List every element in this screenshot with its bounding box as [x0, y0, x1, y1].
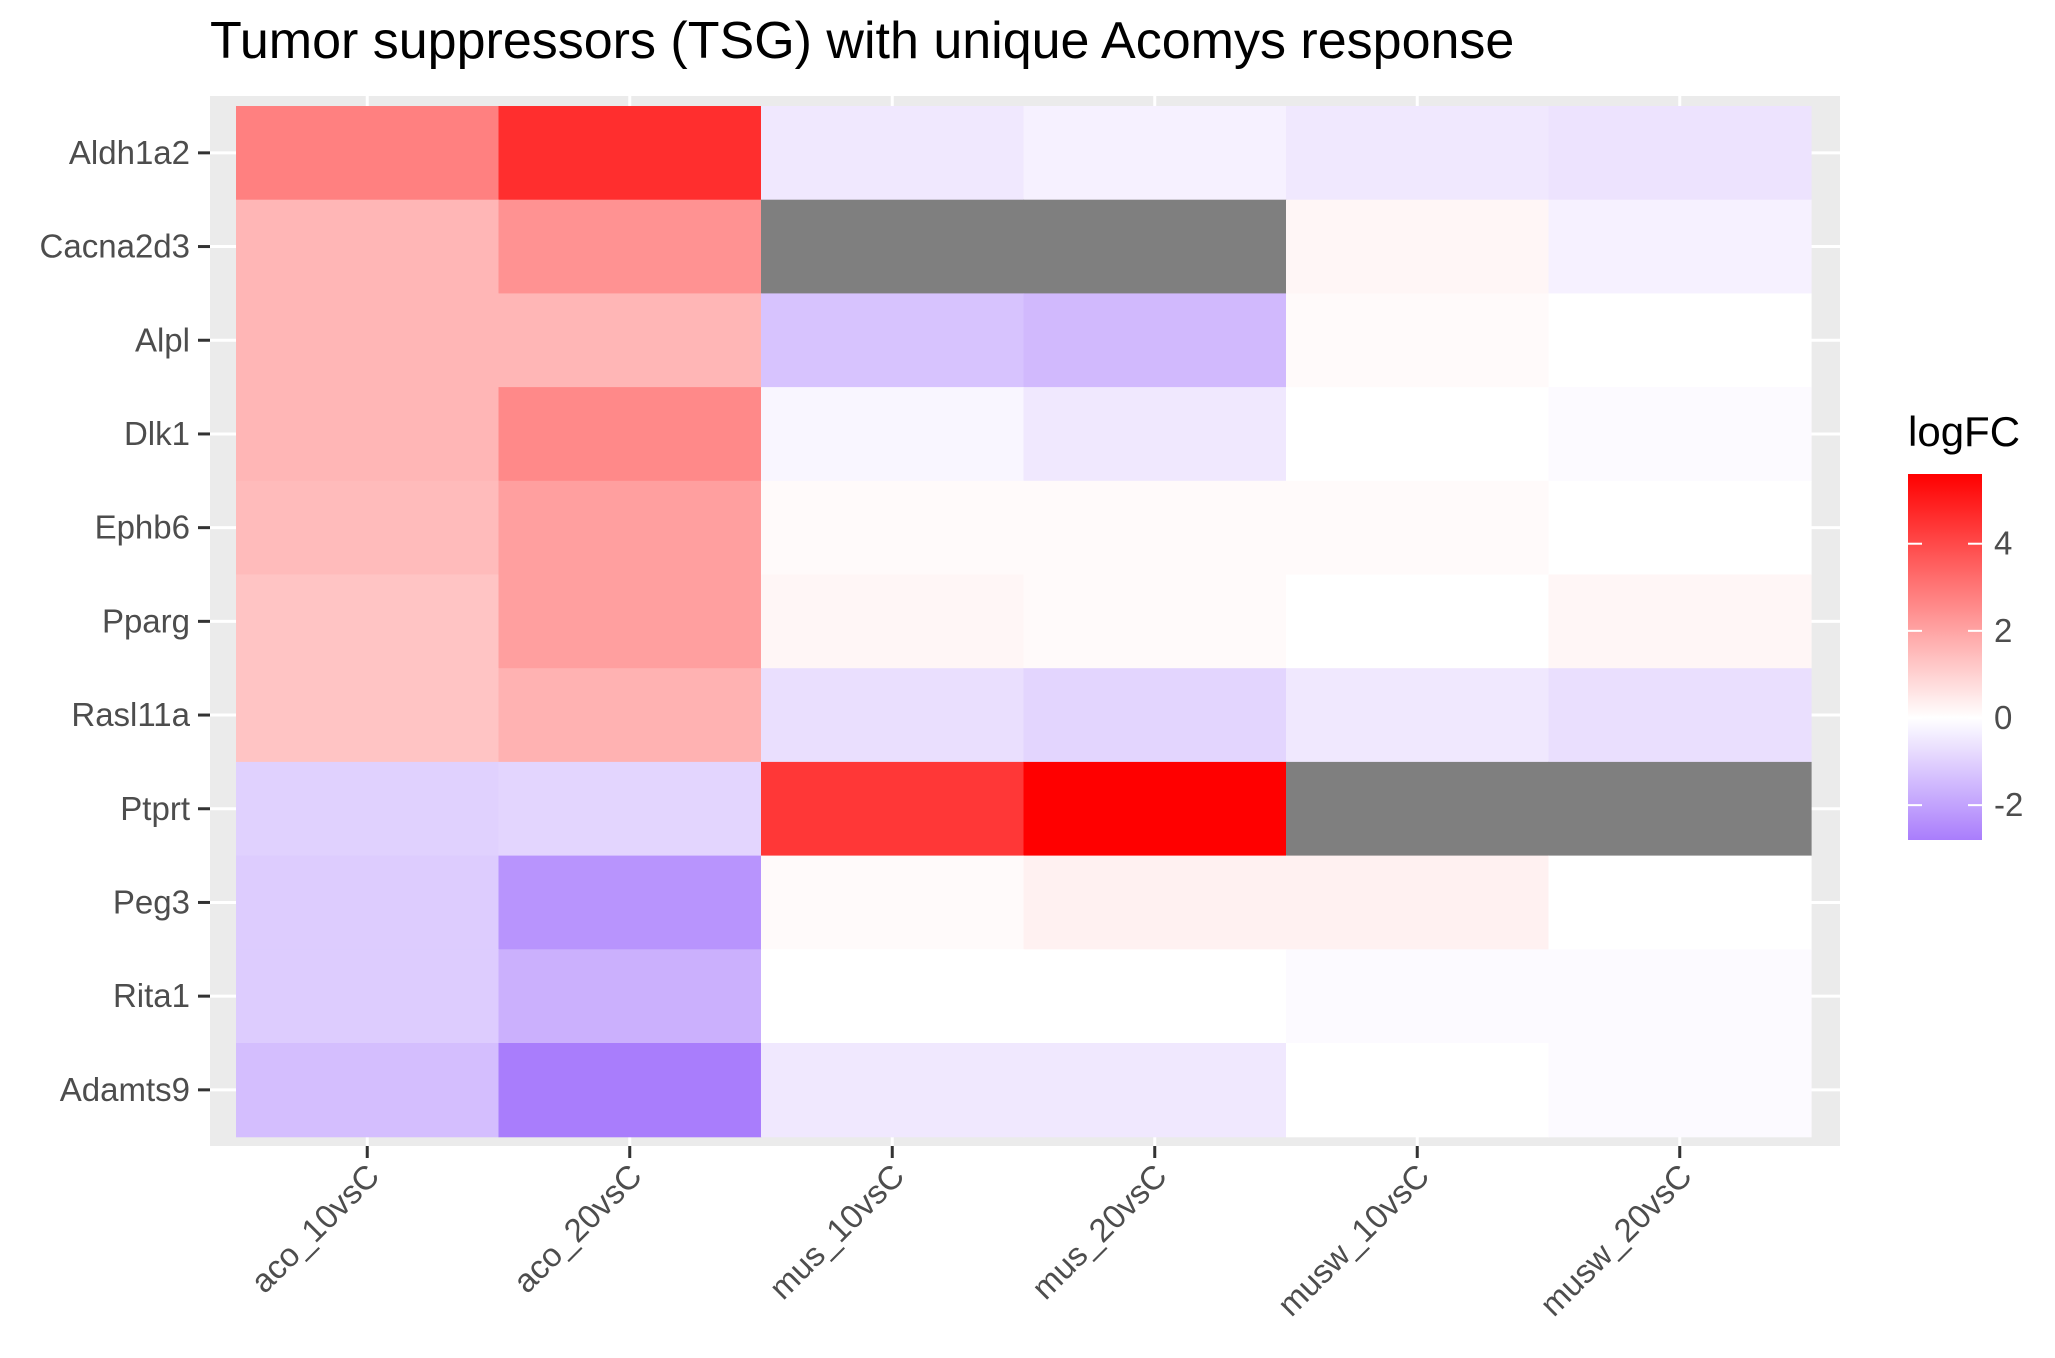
heatmap-cell-Cacna2d3-musw_20vsC — [1548, 199, 1812, 294]
y-tick-label: Adamts9 — [60, 1071, 190, 1108]
heatmap-cell-Rasl11a-mus_20vsC — [1023, 668, 1287, 763]
legend-tick-label: -2 — [1994, 786, 2023, 823]
heatmap-cell-Dlk1-musw_20vsC — [1548, 387, 1812, 482]
heatmap-cell-Adamts9-aco_10vsC — [236, 1043, 500, 1138]
y-tick-label: Cacna2d3 — [40, 228, 190, 265]
heatmap-cell-Cacna2d3-aco_10vsC — [236, 199, 500, 294]
legend: logFC 4 2 0 -2 — [1908, 408, 2023, 840]
heatmap-cell-Adamts9-mus_10vsC — [761, 1043, 1025, 1138]
legend-colorbar — [1908, 474, 1982, 840]
heatmap-cell-Alpl-musw_10vsC — [1286, 293, 1550, 388]
x-tick-label: musw_20vsC — [1532, 1157, 1698, 1323]
legend-tick-label: 0 — [1994, 699, 2012, 736]
heatmap-cell-Pparg-aco_20vsC — [498, 574, 762, 669]
heatmap-cell-Cacna2d3-mus_20vsC — [1023, 199, 1287, 294]
heatmap-cell-Ephb6-aco_10vsC — [236, 480, 500, 576]
heatmap-cell-Rasl11a-musw_10vsC — [1286, 668, 1550, 763]
heatmap-cell-Aldh1a2-musw_10vsC — [1286, 106, 1550, 201]
heatmap-cell-Cacna2d3-aco_20vsC — [498, 199, 762, 294]
y-tick-label: Aldh1a2 — [69, 134, 190, 171]
heatmap-cell-Alpl-musw_20vsC — [1548, 293, 1812, 388]
heatmap-cell-Adamts9-mus_20vsC — [1023, 1043, 1287, 1138]
heatmap-cell-Aldh1a2-mus_10vsC — [761, 106, 1025, 201]
heatmap-cell-Rita1-mus_10vsC — [761, 949, 1025, 1044]
heatmap-cell-Alpl-aco_20vsC — [498, 293, 762, 388]
heatmap-cell-Rasl11a-aco_10vsC — [236, 668, 500, 763]
heatmap-cell-Peg3-aco_20vsC — [498, 855, 762, 950]
heatmap-cell-Ptprt-mus_20vsC — [1023, 761, 1287, 857]
heatmap-cell-Aldh1a2-musw_20vsC — [1548, 106, 1812, 201]
heatmap-cell-Adamts9-aco_20vsC — [498, 1043, 762, 1138]
y-axis: Aldh1a2 Cacna2d3 Alpl Dlk1 Ephb6 Pparg Rasl11a… — [40, 134, 210, 1108]
heatmap-cell-Adamts9-musw_20vsC — [1548, 1043, 1812, 1138]
heatmap-cell-Dlk1-mus_20vsC — [1023, 387, 1287, 482]
heatmap-cells — [236, 106, 1812, 1138]
heatmap-cell-Pparg-musw_10vsC — [1286, 574, 1550, 669]
x-axis: aco_10vsC aco_20vsC mus_10vsC mus_20vsC musw… — [243, 1146, 1699, 1323]
heatmap-cell-Peg3-aco_10vsC — [236, 855, 500, 950]
heatmap-cell-Alpl-mus_20vsC — [1023, 293, 1287, 388]
heatmap-cell-Peg3-mus_20vsC — [1023, 855, 1287, 950]
heatmap-cell-Peg3-musw_20vsC — [1548, 855, 1812, 950]
heatmap-cell-Ptprt-musw_10vsC — [1286, 761, 1550, 857]
heatmap-cell-Rasl11a-musw_20vsC — [1548, 668, 1812, 763]
y-tick-label: Rita1 — [113, 977, 190, 1014]
heatmap-cell-Ptprt-aco_20vsC — [498, 761, 762, 857]
heatmap-cell-Aldh1a2-aco_10vsC — [236, 106, 500, 201]
legend-tick-label: 2 — [1994, 612, 2012, 649]
y-tick-label: Rasl11a — [71, 696, 190, 733]
heatmap-cell-Aldh1a2-aco_20vsC — [498, 106, 762, 201]
x-tick-label: musw_10vsC — [1270, 1157, 1436, 1323]
chart-title: Tumor suppressors (TSG) with unique Acom… — [210, 12, 1514, 70]
heatmap-cell-Ephb6-mus_20vsC — [1023, 480, 1287, 576]
heatmap-cell-Dlk1-aco_20vsC — [498, 387, 762, 482]
x-tick-label: aco_20vsC — [506, 1157, 649, 1300]
y-tick-label: Ephb6 — [95, 509, 190, 546]
heatmap-cell-Rita1-musw_20vsC — [1548, 949, 1812, 1044]
heatmap-cell-Ptprt-musw_20vsC — [1548, 761, 1812, 857]
heatmap-cell-Ptprt-mus_10vsC — [761, 761, 1025, 857]
y-tick-label: Pparg — [102, 602, 190, 639]
heatmap-cell-Adamts9-musw_10vsC — [1286, 1043, 1550, 1138]
heatmap-cell-Peg3-musw_10vsC — [1286, 855, 1550, 950]
heatmap-cell-Dlk1-mus_10vsC — [761, 387, 1025, 482]
heatmap-cell-Rasl11a-mus_10vsC — [761, 668, 1025, 763]
heatmap-cell-Alpl-aco_10vsC — [236, 293, 500, 388]
heatmap-cell-Pparg-musw_20vsC — [1548, 574, 1812, 669]
y-tick-label: Peg3 — [113, 883, 190, 920]
heatmap-cell-Peg3-mus_10vsC — [761, 855, 1025, 950]
heatmap-cell-Dlk1-aco_10vsC — [236, 387, 500, 482]
heatmap-cell-Rasl11a-aco_20vsC — [498, 668, 762, 763]
heatmap-cell-Ptprt-aco_10vsC — [236, 761, 500, 857]
heatmap-cell-Alpl-mus_10vsC — [761, 293, 1025, 388]
heatmap-cell-Ephb6-musw_20vsC — [1548, 480, 1812, 576]
heatmap-cell-Rita1-musw_10vsC — [1286, 949, 1550, 1044]
heatmap-cell-Ephb6-aco_20vsC — [498, 480, 762, 576]
y-tick-label: Alpl — [135, 321, 190, 358]
x-tick-label: mus_20vsC — [1024, 1157, 1173, 1306]
heatmap-cell-Ephb6-musw_10vsC — [1286, 480, 1550, 576]
heatmap-cell-Aldh1a2-mus_20vsC — [1023, 106, 1287, 201]
heatmap-cell-Rita1-mus_20vsC — [1023, 949, 1287, 1044]
heatmap-cell-Pparg-aco_10vsC — [236, 574, 500, 669]
y-tick-label: Dlk1 — [124, 415, 190, 452]
heatmap-cell-Rita1-aco_10vsC — [236, 949, 500, 1044]
legend-tick-label: 4 — [1994, 525, 2012, 562]
heatmap-cell-Cacna2d3-mus_10vsC — [761, 199, 1025, 294]
heatmap-cell-Pparg-mus_20vsC — [1023, 574, 1287, 669]
legend-title: logFC — [1908, 408, 2020, 455]
x-tick-label: mus_10vsC — [762, 1157, 911, 1306]
heatmap-cell-Dlk1-musw_10vsC — [1286, 387, 1550, 482]
x-tick-label: aco_10vsC — [243, 1157, 386, 1300]
heatmap-cell-Ephb6-mus_10vsC — [761, 480, 1025, 576]
heatmap-cell-Pparg-mus_10vsC — [761, 574, 1025, 669]
y-tick-label: Ptprt — [120, 790, 190, 827]
heatmap-cell-Cacna2d3-musw_10vsC — [1286, 199, 1550, 294]
heatmap-cell-Rita1-aco_20vsC — [498, 949, 762, 1044]
